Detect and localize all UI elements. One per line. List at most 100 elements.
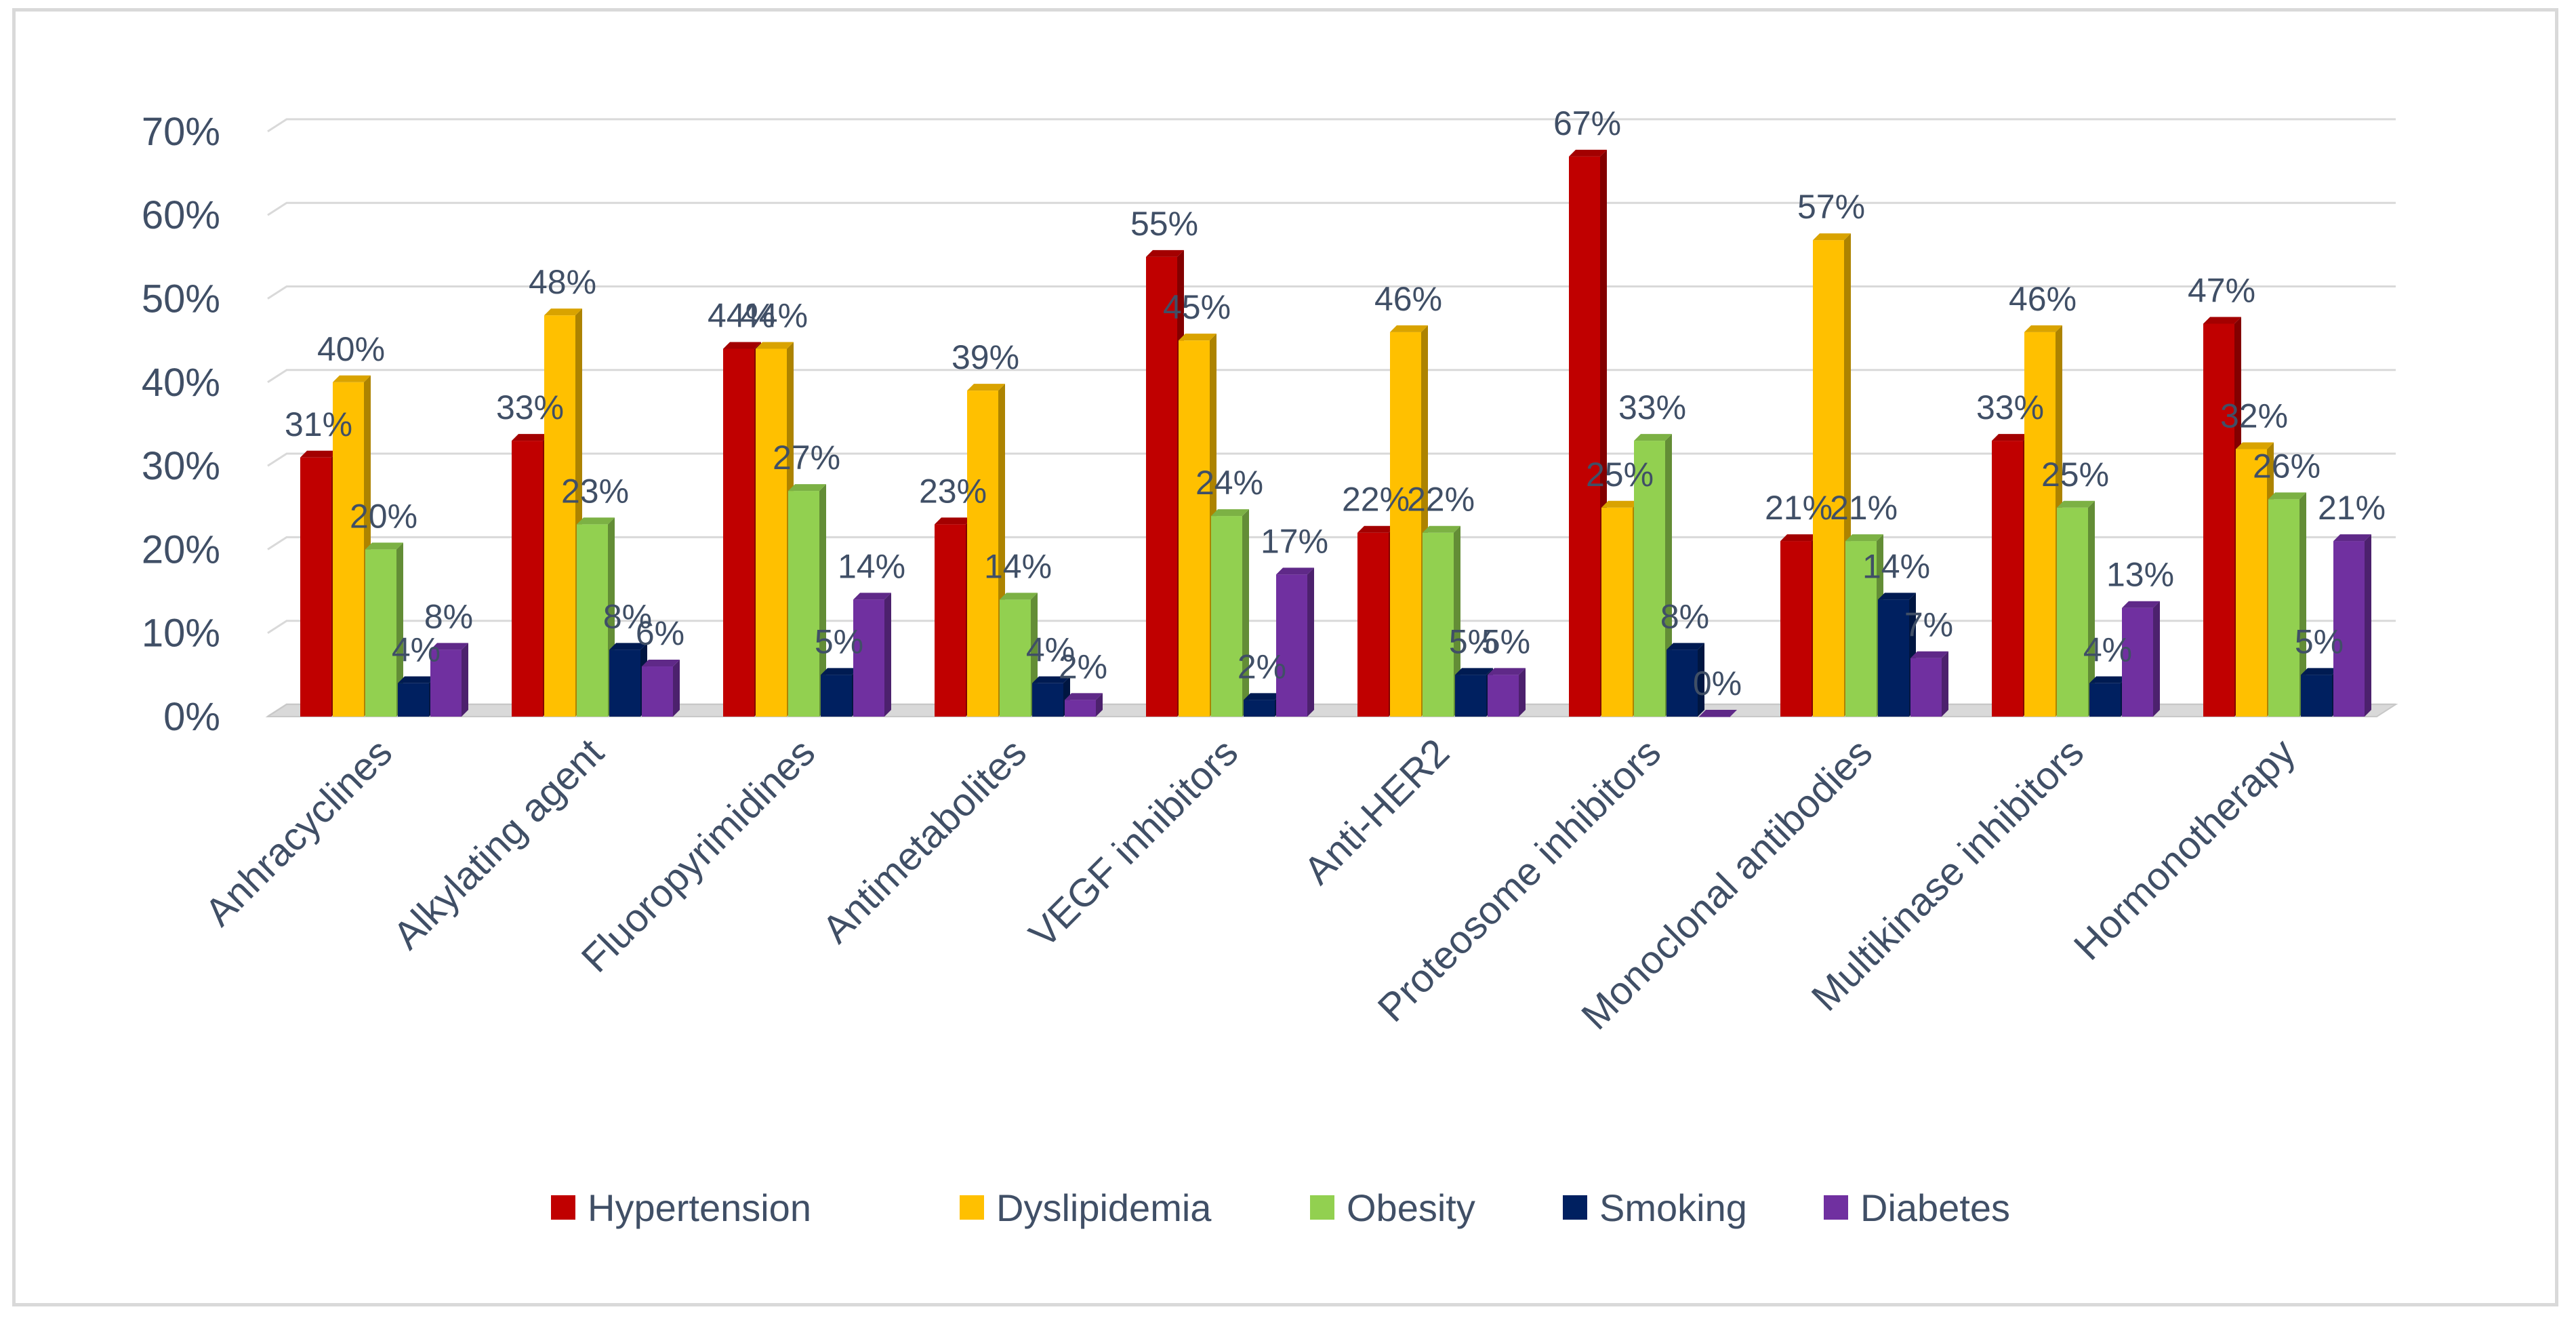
bar-top — [1032, 676, 1070, 683]
bar-top — [1357, 525, 1395, 533]
data-label: 8% — [1660, 597, 1709, 635]
bar-top — [2301, 668, 2339, 675]
bar-side — [2299, 492, 2306, 717]
bar-top — [398, 676, 436, 683]
bar-side — [1096, 693, 1103, 717]
bar — [2122, 607, 2153, 717]
bar — [2024, 332, 2056, 717]
data-label: 31% — [285, 405, 352, 443]
data-label: 23% — [919, 472, 987, 510]
bar-top — [642, 660, 680, 667]
bar-top — [1455, 668, 1493, 675]
bar-side — [1698, 643, 1704, 717]
data-label: 48% — [529, 263, 596, 301]
legend-label: Hypertension — [588, 1186, 811, 1229]
data-label: 21% — [1830, 489, 1898, 527]
legend-item: Obesity — [1310, 1186, 1475, 1229]
gridline — [267, 285, 2396, 300]
data-label: 57% — [1797, 188, 1865, 226]
data-label: 6% — [636, 614, 684, 652]
bar-top — [723, 342, 761, 349]
bar-top — [1992, 434, 2030, 441]
chart: 0%10%20%30%40%50%60%70% 31%40%20%4%8%33%… — [142, 104, 2398, 1229]
bar-side — [2365, 534, 2371, 717]
bar — [2203, 323, 2234, 717]
bar-top — [2057, 500, 2095, 508]
bar — [788, 491, 819, 717]
bar-side — [1519, 668, 1526, 717]
bar-top — [430, 643, 468, 650]
bar — [577, 524, 608, 717]
bar — [1667, 649, 1698, 717]
data-label: 33% — [496, 388, 564, 426]
data-label: 5% — [2295, 622, 2344, 660]
bar-top — [609, 643, 647, 650]
data-label: 14% — [984, 547, 1052, 585]
gridlines — [267, 118, 2396, 718]
bar — [2057, 507, 2088, 717]
bar-top — [1146, 249, 1184, 257]
chart-frame: 0% 10% 20% 30% 40% 50% 60% 70% 31% 40% 20% 4% 8% 33%… — [12, 8, 2558, 1306]
bar-top — [2203, 317, 2241, 324]
bar-top — [577, 517, 615, 525]
bar — [935, 524, 966, 717]
bar-top — [756, 342, 794, 349]
legend-label: Diabetes — [1860, 1186, 2010, 1229]
data-label: 32% — [2220, 397, 2288, 435]
y-axis: 0% 10% 20% 30% 40% 50% 60% 70% — [142, 110, 220, 739]
data-label: 25% — [2041, 456, 2109, 494]
bar-top — [1910, 651, 1948, 658]
bar-top — [853, 593, 891, 600]
bar — [756, 348, 787, 717]
data-label: 33% — [1618, 388, 1686, 426]
bar — [2301, 675, 2332, 717]
category-label: Alkylating agent — [385, 730, 613, 958]
bar-top — [1634, 434, 1672, 441]
data-label: 2% — [1059, 647, 1107, 685]
bar-top — [2333, 534, 2371, 542]
data-label: 5% — [815, 622, 863, 660]
bar-top — [967, 384, 1005, 391]
bar-side — [1665, 434, 1672, 717]
legend-swatch — [1824, 1195, 1848, 1220]
bar — [853, 599, 884, 717]
bar-side — [2153, 601, 2160, 717]
bar-side — [1242, 509, 1249, 717]
data-label: 55% — [1130, 205, 1198, 243]
legend-swatch — [1310, 1195, 1334, 1220]
legend-swatch — [1563, 1195, 1587, 1220]
bar — [1601, 507, 1633, 717]
data-label: 33% — [1976, 388, 2044, 426]
bar — [365, 549, 396, 717]
y-tick-label: 40% — [142, 361, 220, 405]
bar — [642, 666, 673, 717]
data-label: 14% — [1862, 547, 1930, 585]
data-label: 20% — [350, 497, 417, 535]
category-label: Antimetabolites — [814, 730, 1035, 951]
y-tick-label: 0% — [163, 695, 220, 739]
category-label: Hormonotherapy — [2066, 730, 2304, 968]
data-label: 13% — [2106, 556, 2174, 594]
bar — [1813, 240, 1844, 717]
bar — [1032, 683, 1063, 717]
data-label: 40% — [317, 330, 385, 368]
bar-top — [1569, 149, 1607, 157]
bar — [1780, 541, 1812, 717]
bar-side — [673, 660, 680, 717]
bar-top — [1276, 567, 1314, 575]
bar-top — [2268, 492, 2306, 500]
data-label: 39% — [952, 338, 1019, 376]
bars — [300, 149, 2371, 717]
bar — [1910, 658, 1942, 717]
bar-top — [1065, 693, 1103, 700]
bar — [1357, 532, 1389, 717]
gridline — [267, 452, 2396, 467]
data-label: 23% — [561, 472, 629, 510]
bar-top — [1423, 525, 1460, 533]
bar-side — [396, 542, 403, 717]
gridline — [267, 536, 2396, 551]
bar — [1390, 332, 1421, 717]
bar-top — [512, 434, 550, 441]
y-tick-label: 20% — [142, 527, 220, 572]
bar-top — [2122, 601, 2160, 608]
